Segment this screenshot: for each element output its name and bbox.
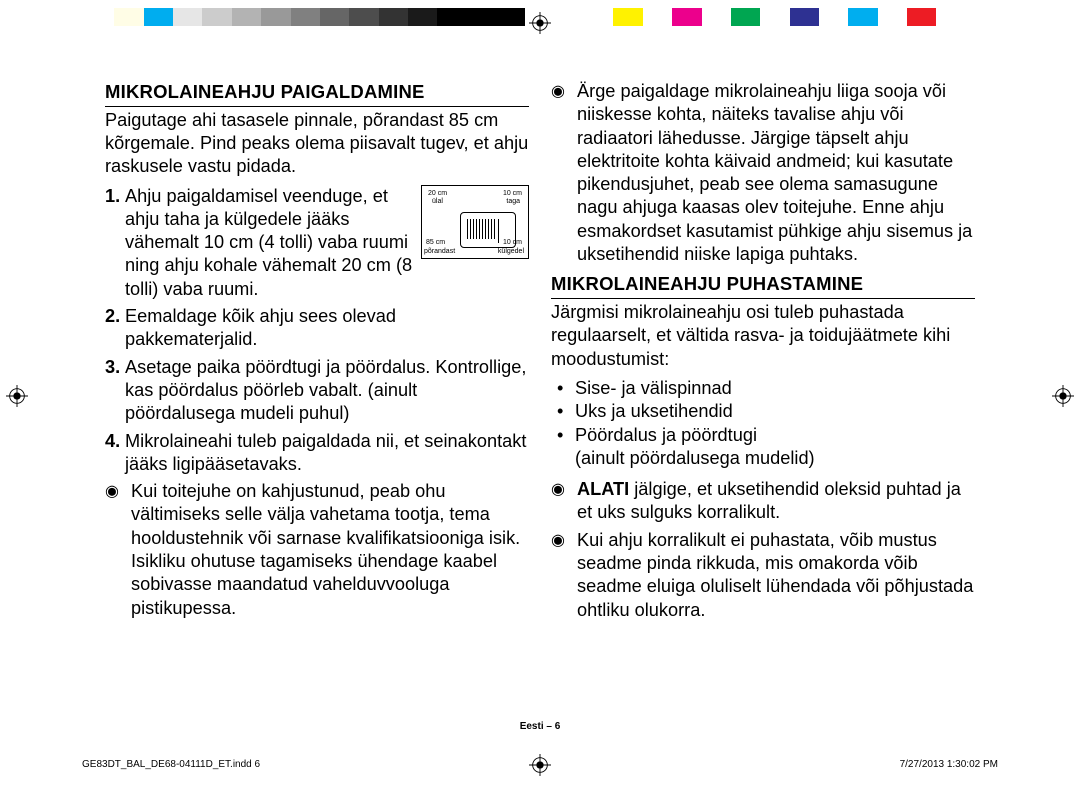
page-footer-center: Eesti – 6: [0, 721, 1080, 732]
warning-note: ◉ Kui ahju korralikult ei puhastata, või…: [551, 529, 975, 622]
step-text: Mikrolaineahi tuleb paigaldada nii, et s…: [125, 430, 529, 477]
install-step: 1. 20 cm ülal 10 cm taga 85 cm põrandast…: [105, 185, 529, 301]
cleaning-intro: Järgmisi mikrolaineahju osi tuleb puhast…: [551, 301, 975, 371]
note-text: Kui ahju korralikult ei puhastata, võib …: [577, 529, 975, 622]
note-text: Ärge paigaldage mikrolaineahju liiga soo…: [577, 80, 975, 266]
step-number: 3.: [105, 356, 125, 426]
step-text: 20 cm ülal 10 cm taga 85 cm põrandast 10…: [125, 185, 529, 301]
page-body: MIKROLAINEAHJU PAIGALDAMINE Paigutage ah…: [105, 80, 975, 690]
print-timestamp: 7/27/2013 1:30:02 PM: [900, 759, 998, 770]
reg-mark-right: [1052, 385, 1074, 407]
heading-cleaning: MIKROLAINEAHJU PUHASTAMINE: [551, 272, 975, 299]
note-icon: ◉: [551, 478, 577, 525]
note-text: ALATI jälgige, et uksetihendid oleksid p…: [577, 478, 975, 525]
install-intro: Paigutage ahi tasasele pinnale, põrandas…: [105, 109, 529, 179]
always-note: ◉ ALATI jälgige, et uksetihendid oleksid…: [551, 478, 975, 525]
cleaning-item: •Pöördalus ja pöördtugi (ainult pöördalu…: [551, 424, 975, 471]
note-icon: ◉: [551, 529, 577, 622]
step-number: 1.: [105, 185, 125, 301]
left-column: MIKROLAINEAHJU PAIGALDAMINE Paigutage ah…: [105, 80, 529, 690]
note-icon: ◉: [551, 80, 577, 266]
safety-note: ◉ Kui toitejuhe on kahjustunud, peab ohu…: [105, 480, 529, 620]
print-footer: GE83DT_BAL_DE68-04111D_ET.indd 6 7/27/20…: [82, 759, 998, 770]
clearance-diagram: 20 cm ülal 10 cm taga 85 cm põrandast 10…: [421, 185, 529, 259]
install-step: 4. Mikrolaineahi tuleb paigaldada nii, e…: [105, 430, 529, 477]
step-number: 4.: [105, 430, 125, 477]
install-step: 3. Asetage paika pöördtugi ja pöördalus.…: [105, 356, 529, 426]
reg-mark-left: [6, 385, 28, 407]
step-number: 2.: [105, 305, 125, 352]
cleaning-item: •Uks ja uksetihendid: [551, 400, 975, 423]
step-text: Asetage paika pöördtugi ja pöördalus. Ko…: [125, 356, 529, 426]
heading-install: MIKROLAINEAHJU PAIGALDAMINE: [105, 80, 529, 107]
note-text: Kui toitejuhe on kahjustunud, peab ohu v…: [131, 480, 529, 620]
step-text: Eemaldage kõik ahju sees olevad pakkemat…: [125, 305, 529, 352]
indd-filename: GE83DT_BAL_DE68-04111D_ET.indd 6: [82, 759, 260, 770]
placement-note: ◉ Ärge paigaldage mikrolaineahju liiga s…: [551, 80, 975, 266]
reg-mark-top: [529, 12, 551, 34]
right-column: ◉ Ärge paigaldage mikrolaineahju liiga s…: [551, 80, 975, 690]
note-icon: ◉: [105, 480, 131, 620]
cleaning-item: •Sise- ja välispinnad: [551, 377, 975, 400]
install-step: 2. Eemaldage kõik ahju sees olevad pakke…: [105, 305, 529, 352]
